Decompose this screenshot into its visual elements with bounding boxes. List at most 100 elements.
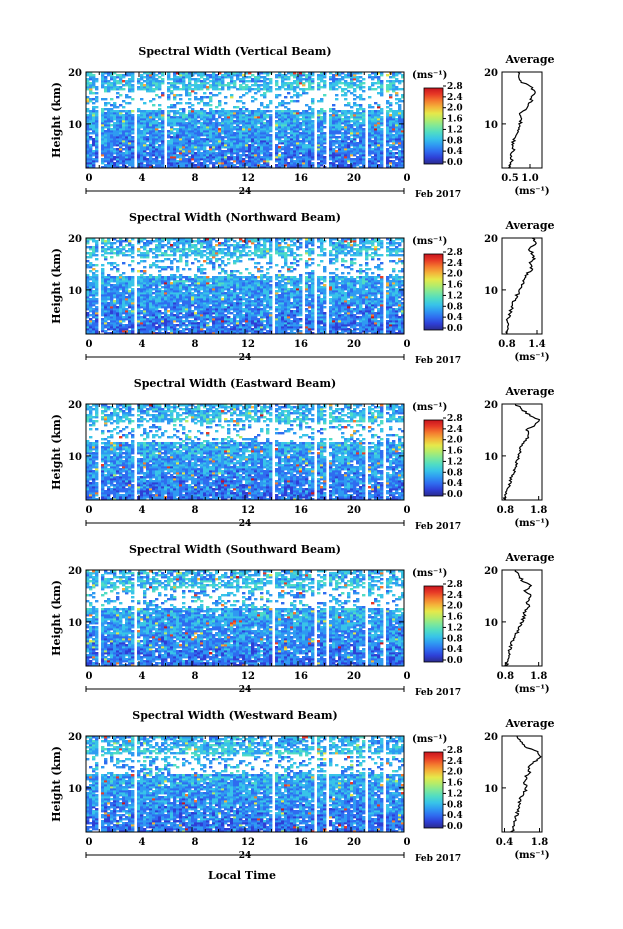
heatmap-cell xyxy=(86,246,89,248)
x-tick-label: 8 xyxy=(192,173,199,184)
heatmap-cell xyxy=(155,326,158,328)
average-x-label: (ms⁻¹) xyxy=(514,186,549,197)
heatmap-cell xyxy=(320,116,323,118)
heatmap-cell xyxy=(92,268,95,270)
heatmap-cell xyxy=(371,76,374,78)
heatmap-cell xyxy=(140,270,143,272)
heatmap-cell xyxy=(128,290,131,292)
heatmap-cell xyxy=(239,108,242,110)
heatmap-cell xyxy=(263,92,266,94)
heatmap-cell xyxy=(161,252,164,254)
heatmap-cell xyxy=(194,96,197,98)
heatmap-cell xyxy=(203,254,206,256)
heatmap-cell xyxy=(167,276,170,278)
heatmap-cell xyxy=(185,158,188,160)
heatmap-cell xyxy=(173,128,176,130)
heatmap-cell xyxy=(158,270,161,272)
heatmap-cell xyxy=(317,74,320,76)
heatmap-cell xyxy=(116,306,119,308)
heatmap-cell xyxy=(254,98,257,100)
heatmap-cell xyxy=(344,92,347,94)
heatmap-cell xyxy=(89,82,92,84)
heatmap-cell xyxy=(167,310,170,312)
heatmap-cell xyxy=(380,108,383,110)
heatmap-cell xyxy=(173,274,176,276)
heatmap-cell xyxy=(224,150,227,152)
heatmap-cell xyxy=(194,78,197,80)
heatmap-cell xyxy=(275,74,278,76)
heatmap-cell xyxy=(92,102,95,104)
heatmap-cell xyxy=(152,252,155,254)
heatmap-cell xyxy=(359,76,362,78)
heatmap-cell xyxy=(92,150,95,152)
heatmap-cell xyxy=(173,258,176,260)
heatmap-cell xyxy=(233,106,236,108)
heatmap-cell xyxy=(161,328,164,330)
heatmap-cell xyxy=(227,82,230,84)
heatmap-cell xyxy=(191,244,194,246)
heatmap-cell xyxy=(239,78,242,80)
heatmap-cell xyxy=(125,102,128,104)
heatmap-cell xyxy=(104,86,107,88)
heatmap-cell xyxy=(341,88,344,90)
heatmap-cell xyxy=(146,276,149,278)
heatmap-cell xyxy=(122,106,125,108)
x-tick-label: 0 xyxy=(404,173,411,184)
x-tick-label: 20 xyxy=(347,173,361,184)
heatmap-cell xyxy=(359,122,362,124)
heatmap-cell xyxy=(116,96,119,98)
heatmap-cell xyxy=(389,80,392,82)
heatmap-cell xyxy=(212,94,215,96)
heatmap-cell xyxy=(116,80,119,82)
heatmap-cell xyxy=(164,266,167,268)
heatmap-cell xyxy=(170,104,173,106)
heatmap-cell xyxy=(107,80,110,82)
heatmap-cell xyxy=(299,112,302,114)
heatmap-cell xyxy=(86,256,89,258)
heatmap-cell xyxy=(233,80,236,82)
heatmap-cell xyxy=(92,272,95,274)
heatmap-cell xyxy=(368,104,371,106)
heatmap-cell xyxy=(197,120,200,122)
average-y-tick-label: 10 xyxy=(484,120,498,131)
heatmap-cell xyxy=(185,260,188,262)
heatmap-cell xyxy=(350,120,353,122)
heatmap-cell xyxy=(110,256,113,258)
heatmap-cell xyxy=(335,78,338,80)
heatmap-cell xyxy=(281,140,284,142)
heatmap-cell xyxy=(353,98,356,100)
y-axis-label: Height (km) xyxy=(50,82,63,158)
heatmap-cell xyxy=(311,78,314,80)
heatmap-cell xyxy=(140,74,143,76)
heatmap-cell xyxy=(323,132,326,134)
heatmap-cell xyxy=(194,164,197,166)
heatmap-cell xyxy=(230,94,233,96)
heatmap-cell xyxy=(335,150,338,152)
heatmap-cell xyxy=(113,102,116,104)
heatmap-cell xyxy=(284,102,287,104)
heatmap-cell xyxy=(248,76,251,78)
heatmap-cell xyxy=(281,152,284,154)
heatmap-cell xyxy=(197,110,200,112)
heatmap-cell xyxy=(122,324,125,326)
heatmap-cell xyxy=(221,74,224,76)
heatmap-cell xyxy=(353,102,356,104)
heatmap-cell xyxy=(269,86,272,88)
heatmap-cell xyxy=(284,110,287,112)
heatmap-cell xyxy=(125,296,128,298)
heatmap-cell xyxy=(227,110,230,112)
heatmap-cell xyxy=(110,82,113,84)
heatmap-cell xyxy=(320,108,323,110)
heatmap-cell xyxy=(89,98,92,100)
heatmap-cell xyxy=(167,86,170,88)
heatmap-cell xyxy=(293,110,296,112)
heatmap-cell xyxy=(332,140,335,142)
heatmap-cell xyxy=(371,82,374,84)
heatmap-cell xyxy=(170,244,173,246)
heatmap-cell xyxy=(161,276,164,278)
heatmap-cell xyxy=(143,164,146,166)
heatmap-cell xyxy=(233,132,236,134)
heatmap-cell xyxy=(260,88,263,90)
heatmap-cell xyxy=(137,86,140,88)
heatmap-cell xyxy=(236,88,239,90)
